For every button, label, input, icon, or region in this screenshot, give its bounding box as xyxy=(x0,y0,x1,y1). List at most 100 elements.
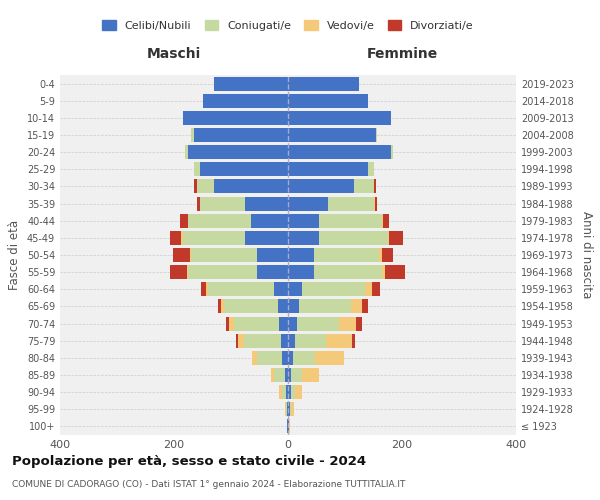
Bar xyxy=(280,316,288,330)
Bar xyxy=(302,282,365,296)
Bar xyxy=(352,334,355,347)
Bar xyxy=(382,214,383,228)
Bar xyxy=(293,351,316,365)
Bar xyxy=(244,334,281,347)
Bar xyxy=(188,145,288,159)
Bar xyxy=(288,162,368,176)
Bar xyxy=(224,300,278,314)
Bar xyxy=(295,385,302,399)
Bar xyxy=(385,265,405,279)
Text: Maschi: Maschi xyxy=(147,48,201,62)
Bar xyxy=(302,368,319,382)
Bar xyxy=(200,162,288,176)
Legend: Celibi/Nubili, Coniugati/e, Vedovi/e, Divorziati/e: Celibi/Nubili, Coniugati/e, Vedovi/e, Di… xyxy=(98,16,478,36)
Bar xyxy=(288,248,314,262)
Bar xyxy=(274,368,285,382)
Bar xyxy=(388,231,389,245)
Bar xyxy=(185,145,188,159)
Bar xyxy=(283,351,288,365)
Bar xyxy=(287,420,288,434)
Bar xyxy=(340,316,356,330)
Bar xyxy=(288,351,293,365)
Bar xyxy=(286,385,288,399)
Bar xyxy=(288,180,353,194)
Bar xyxy=(319,231,388,245)
Bar xyxy=(291,368,302,382)
Text: COMUNE DI CADORAGO (CO) - Dati ISTAT 1° gennaio 2024 - Elaborazione TUTTITALIA.I: COMUNE DI CADORAGO (CO) - Dati ISTAT 1° … xyxy=(12,480,406,489)
Text: Femmine: Femmine xyxy=(367,48,437,62)
Bar xyxy=(290,402,291,416)
Bar xyxy=(328,196,373,210)
Bar xyxy=(288,334,295,347)
Bar xyxy=(350,300,362,314)
Bar xyxy=(214,76,288,90)
Bar xyxy=(314,265,382,279)
Bar xyxy=(170,265,187,279)
Bar xyxy=(271,368,274,382)
Bar xyxy=(288,265,314,279)
Y-axis label: Anni di nascita: Anni di nascita xyxy=(580,212,593,298)
Bar xyxy=(288,385,291,399)
Bar xyxy=(182,231,245,245)
Bar xyxy=(314,248,379,262)
Bar xyxy=(285,368,288,382)
Bar xyxy=(288,368,291,382)
Bar xyxy=(288,128,376,142)
Bar xyxy=(191,248,257,262)
Bar xyxy=(190,248,191,262)
Bar xyxy=(291,402,294,416)
Bar xyxy=(326,334,352,347)
Bar xyxy=(252,351,257,365)
Bar xyxy=(295,334,326,347)
Bar xyxy=(291,385,295,399)
Bar xyxy=(197,180,214,194)
Bar xyxy=(257,351,283,365)
Y-axis label: Fasce di età: Fasce di età xyxy=(8,220,21,290)
Bar xyxy=(226,316,229,330)
Bar xyxy=(180,214,188,228)
Bar xyxy=(368,162,373,176)
Bar xyxy=(194,162,200,176)
Bar xyxy=(229,316,234,330)
Bar xyxy=(389,231,403,245)
Bar xyxy=(288,76,359,90)
Bar xyxy=(391,145,394,159)
Bar xyxy=(221,300,224,314)
Bar xyxy=(257,265,288,279)
Bar xyxy=(251,214,288,228)
Bar xyxy=(182,111,288,125)
Bar xyxy=(382,248,394,262)
Bar xyxy=(288,282,302,296)
Bar xyxy=(296,316,340,330)
Bar xyxy=(288,420,289,434)
Bar xyxy=(365,282,372,296)
Bar xyxy=(257,248,288,262)
Bar xyxy=(194,128,288,142)
Bar xyxy=(373,196,374,210)
Bar xyxy=(208,282,274,296)
Bar xyxy=(170,231,181,245)
Bar xyxy=(201,282,206,296)
Bar xyxy=(188,265,257,279)
Text: Popolazione per età, sesso e stato civile - 2024: Popolazione per età, sesso e stato civil… xyxy=(12,455,366,468)
Bar xyxy=(288,111,391,125)
Bar xyxy=(234,316,280,330)
Bar xyxy=(236,334,238,347)
Bar xyxy=(374,196,377,210)
Bar xyxy=(383,214,389,228)
Bar xyxy=(288,316,296,330)
Bar xyxy=(319,214,382,228)
Bar xyxy=(279,385,282,399)
Bar xyxy=(288,402,290,416)
Bar xyxy=(356,316,362,330)
Bar xyxy=(316,351,344,365)
Bar xyxy=(288,231,319,245)
Bar xyxy=(288,196,328,210)
Bar xyxy=(245,231,288,245)
Bar xyxy=(173,248,190,262)
Bar xyxy=(245,196,288,210)
Bar xyxy=(373,180,376,194)
Bar xyxy=(299,300,350,314)
Bar xyxy=(194,180,197,194)
Bar xyxy=(288,214,319,228)
